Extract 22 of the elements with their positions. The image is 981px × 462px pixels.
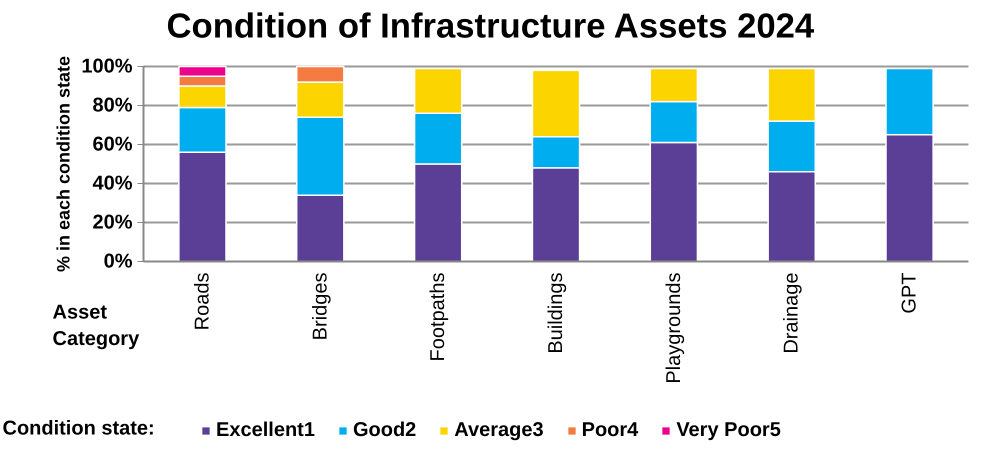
legend-label: Good2	[352, 419, 416, 442]
x-tick-label: Bridges	[309, 272, 332, 340]
chart-title: Condition of Infrastructure Assets 2024	[166, 8, 815, 46]
legend-label: Very Poor5	[676, 419, 781, 442]
y-tick-label: 40%	[92, 172, 133, 194]
y-tick-label: 20%	[92, 212, 133, 234]
x-tick-label: Buildings	[545, 272, 567, 354]
legend-label: Average3	[454, 419, 544, 442]
x-tick-label: Roads	[191, 272, 214, 330]
x-tick-label: GPT	[898, 272, 921, 314]
y-tick-label: 100%	[81, 56, 133, 78]
legend-label: Excellent1	[216, 419, 315, 442]
y-tick-label: 80%	[92, 94, 133, 116]
y-axis-title: % in each condition state	[53, 56, 74, 272]
x-tick-label: Footpaths	[427, 272, 450, 362]
legend-label: Poor4	[582, 419, 638, 442]
x-axis-title: Asset Category	[52, 302, 140, 350]
legend-title: Condition state:	[2, 418, 155, 440]
x-tick-label: Drainage	[780, 272, 803, 354]
y-tick-label: 60%	[92, 134, 133, 156]
y-tick-label: 0%	[104, 250, 133, 272]
x-tick-label: Playgrounds	[662, 272, 685, 384]
